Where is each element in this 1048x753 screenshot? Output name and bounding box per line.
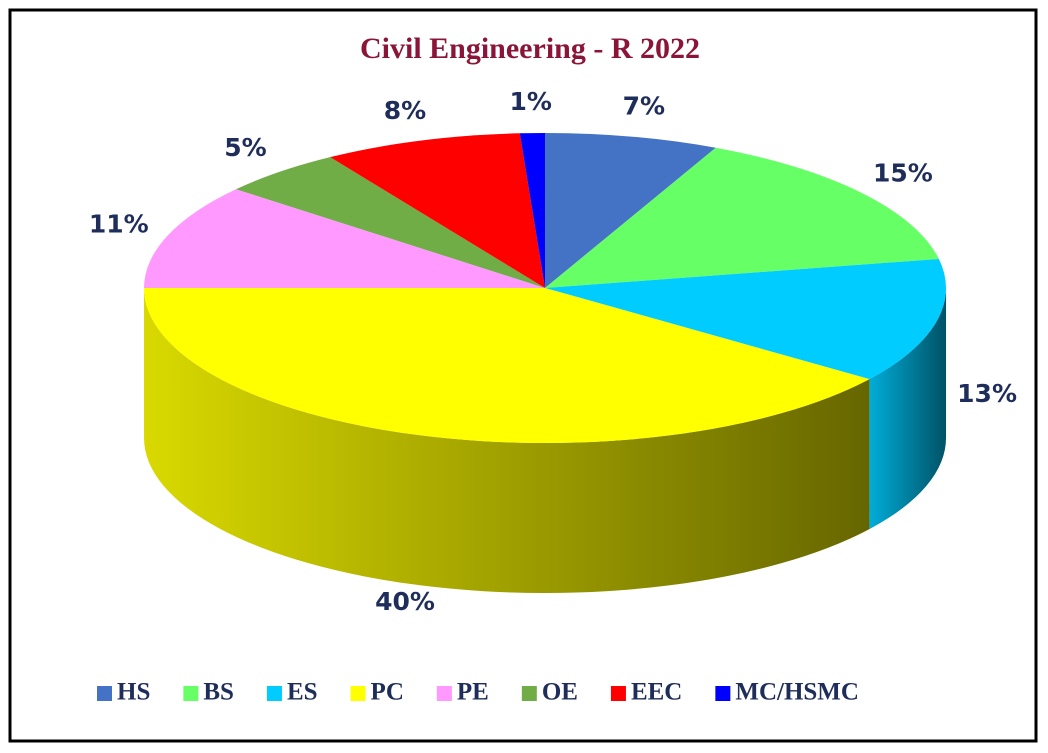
data-label: 13% <box>957 379 1017 408</box>
slice <box>519 133 545 288</box>
slice-side <box>144 288 870 593</box>
data-label: 7% <box>623 91 665 120</box>
data-label: 5% <box>224 133 266 162</box>
data-label: 8% <box>384 96 426 125</box>
legend-swatch <box>350 686 366 701</box>
slice <box>144 288 870 444</box>
legend-swatch <box>610 686 626 701</box>
legend-label: PE <box>457 679 489 706</box>
legend-label: BS <box>203 679 234 706</box>
slice <box>144 189 545 288</box>
legend-label: OE <box>542 679 578 706</box>
legend-label: HS <box>117 679 150 706</box>
legend-swatch <box>715 686 731 701</box>
legend-swatch <box>521 686 537 701</box>
slice <box>236 157 546 288</box>
slice <box>545 147 939 288</box>
legend-swatch <box>436 686 452 701</box>
slice <box>545 133 716 288</box>
slice-side <box>869 288 946 530</box>
data-label: 11% <box>89 209 149 238</box>
legend-label: MC/HSMC <box>735 679 859 706</box>
data-label: 40% <box>375 587 435 616</box>
chart-title: Civil Engineering - R 2022 <box>360 32 700 65</box>
legend-label: PC <box>371 679 404 706</box>
legend-swatch <box>266 686 282 701</box>
legend-swatch <box>183 686 199 701</box>
legend-label: EEC <box>631 679 682 706</box>
legend-swatch <box>97 686 112 701</box>
slice <box>545 258 947 380</box>
legend-label: ES <box>287 679 318 706</box>
data-label: 1% <box>510 87 552 116</box>
slice <box>330 133 545 288</box>
data-label: 15% <box>873 159 933 188</box>
